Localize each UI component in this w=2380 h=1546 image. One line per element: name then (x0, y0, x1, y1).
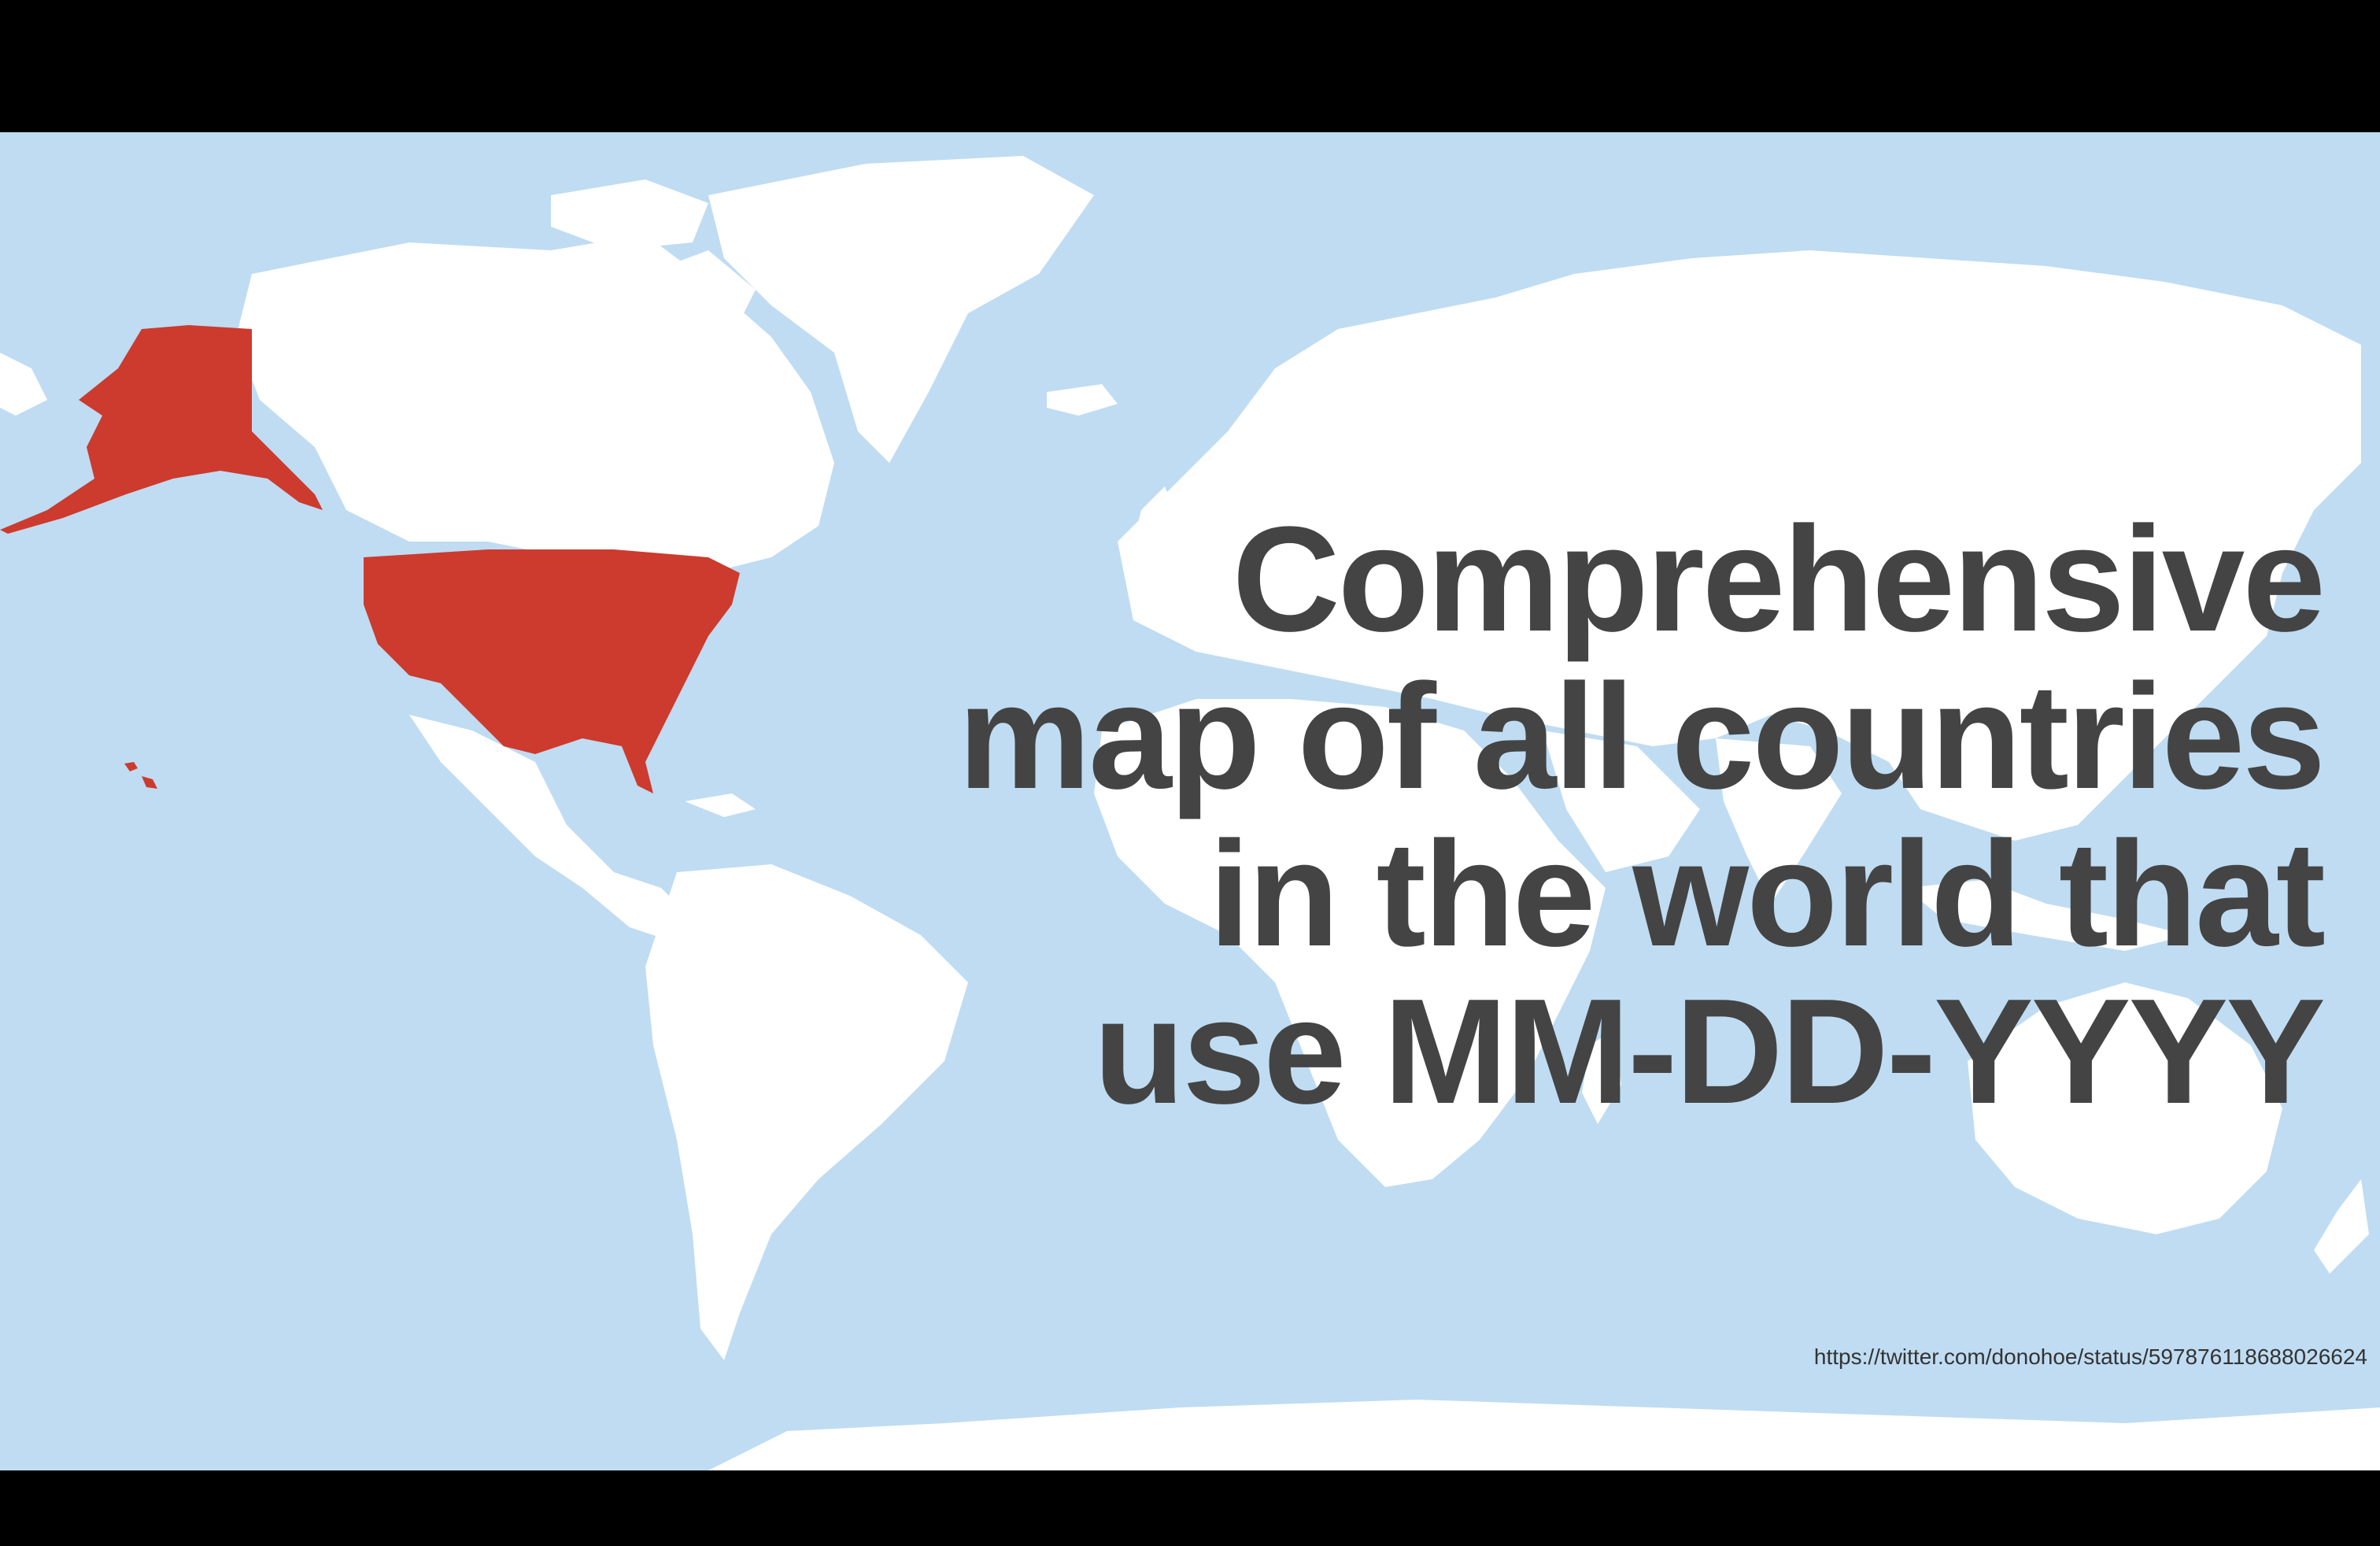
highlight-usa-contiguous (364, 549, 740, 793)
land-baffin (645, 250, 756, 337)
land-arctic-islands (551, 179, 708, 250)
headline-line-2: map of all countries (958, 653, 2326, 820)
land-india (1716, 738, 1842, 904)
land-japan (2212, 557, 2267, 652)
map-slide: Comprehensive map of all countries in th… (0, 132, 2380, 1470)
letterbox-top (0, 0, 2380, 132)
land-antarctica (708, 1400, 2380, 1470)
land-south-america (645, 864, 968, 1360)
land-greenland (708, 156, 1094, 463)
land-chukotka (0, 353, 47, 416)
source-url[interactable]: https://twitter.com/donohoe/status/59787… (1813, 1344, 2367, 1369)
headline-line-3: in the world that (1208, 811, 2326, 978)
land-australia (1968, 982, 2282, 1234)
land-madagascar (1582, 1030, 1621, 1124)
highlight-usa-hawaii (124, 762, 157, 789)
land-british-isles (1133, 486, 1181, 581)
land-caribbean (685, 793, 756, 817)
land-iceland (1047, 384, 1118, 416)
land-arabia (1543, 730, 1700, 872)
land-new-zealand (2314, 1179, 2369, 1274)
headline: Comprehensive map of all countries in th… (958, 496, 2326, 1135)
world-map (0, 132, 2380, 1470)
land-africa (1094, 699, 1606, 1187)
headline-line-4: use MM-DD-YYYY (1093, 968, 2326, 1135)
highlight-usa-alaska (0, 325, 323, 534)
land-mexico-central-america (409, 715, 693, 943)
land-eurasia (1118, 250, 2361, 841)
land-indonesia (1905, 880, 2188, 951)
letterbox-bottom (0, 1470, 2380, 1546)
headline-line-1: Comprehensive (1232, 496, 2326, 663)
